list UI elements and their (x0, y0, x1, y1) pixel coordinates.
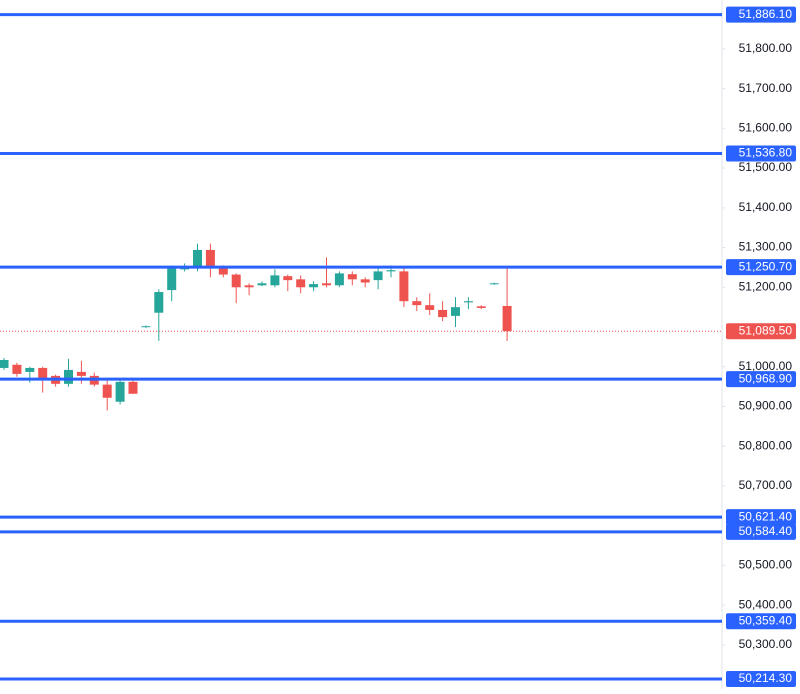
candle-body (12, 364, 22, 374)
level-label: 51,536.80 (739, 146, 793, 160)
y-tick-label: 51,600.00 (739, 121, 793, 135)
candle-body (476, 306, 486, 308)
y-tick-label: 51,300.00 (739, 240, 793, 254)
current-price-box (726, 323, 796, 340)
candle-body (425, 305, 435, 310)
candle-body (373, 271, 383, 281)
y-tick-label: 50,400.00 (739, 597, 793, 611)
y-tick-label: 50,500.00 (739, 558, 793, 572)
candle-body (451, 307, 460, 316)
candle-body (438, 309, 448, 318)
level-box (726, 259, 796, 276)
candle-body (76, 371, 86, 376)
candle-body (231, 274, 241, 288)
level-label: 51,250.70 (739, 259, 793, 273)
candle-body (283, 276, 293, 281)
level-box (726, 6, 796, 23)
candle-body (64, 369, 73, 384)
level-box (726, 670, 796, 687)
y-tick-label: 50,300.00 (739, 637, 793, 651)
candle-body (309, 284, 319, 288)
y-tick-label: 51,000.00 (739, 359, 793, 373)
y-tick-label: 51,200.00 (739, 279, 793, 293)
y-tick-label: 51,800.00 (739, 41, 793, 55)
y-tick-label: 50,900.00 (739, 399, 793, 413)
candle-body (270, 275, 280, 286)
candle-body (386, 270, 396, 272)
candle-body (489, 283, 499, 285)
candle-body (205, 249, 215, 268)
level-label: 50,214.30 (739, 671, 793, 685)
candle-body (167, 267, 177, 291)
y-tick-label: 50,700.00 (739, 478, 793, 492)
candle-body (102, 384, 112, 398)
level-label: 50,621.40 (739, 509, 793, 523)
candle-body (154, 292, 164, 313)
candle-body (115, 381, 125, 402)
level-label: 51,886.10 (739, 7, 793, 21)
candle-body (193, 249, 202, 268)
candle-body (347, 274, 357, 280)
level-box (726, 371, 796, 388)
level-box (726, 509, 796, 526)
candle-body (463, 301, 473, 303)
y-tick-label: 50,800.00 (739, 438, 793, 452)
candle-body (244, 285, 254, 288)
candle-body (128, 381, 138, 394)
candle-body (502, 305, 512, 332)
level-box (726, 613, 796, 630)
candle-body (141, 326, 151, 328)
candle-body (38, 367, 48, 380)
candle-body (322, 283, 331, 286)
y-tick-label: 51,500.00 (739, 160, 793, 174)
candle-body (334, 273, 344, 286)
level-box (726, 145, 796, 162)
candle-body (399, 271, 409, 302)
candle-body (0, 359, 9, 368)
candle-body (360, 279, 370, 283)
level-box (726, 523, 796, 540)
y-tick-label: 51,400.00 (739, 200, 793, 214)
y-tick-label: 51,700.00 (739, 81, 793, 95)
candle-body (296, 279, 306, 288)
level-label: 50,584.40 (739, 524, 793, 538)
candle-body (412, 301, 422, 306)
candle-body (218, 267, 228, 275)
current-price-label: 51,089.50 (739, 323, 793, 337)
level-label: 50,359.40 (739, 613, 793, 627)
candle-body (257, 283, 267, 286)
candle-body (25, 367, 35, 372)
level-label: 50,968.90 (739, 371, 793, 385)
